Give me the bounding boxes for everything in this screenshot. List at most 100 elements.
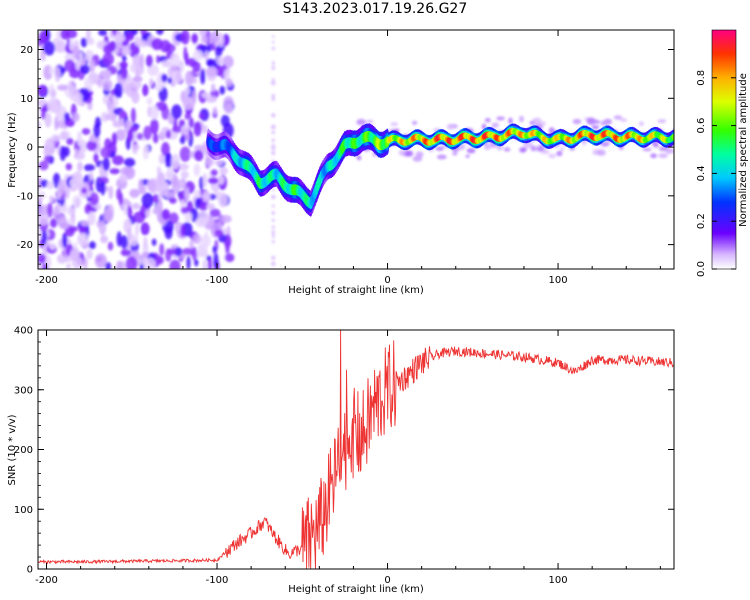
signal-band-cell <box>671 133 674 141</box>
spectrogram-xlabel: Height of straight line (km) <box>288 285 424 296</box>
spectrogram-streak-dot <box>271 240 275 244</box>
signal-haze-blob <box>532 117 542 125</box>
spectrogram-streak-dot <box>271 211 276 215</box>
spectrogram-noise-blob <box>105 262 112 269</box>
spectrogram-noise-blob <box>213 252 219 269</box>
signal-haze-blob <box>638 121 644 127</box>
spectrogram-noise-blob <box>143 125 152 140</box>
spectrogram-noise-blob <box>212 245 217 254</box>
spectrogram-noise-blob <box>179 146 191 162</box>
spectrogram-noise-blob <box>170 52 180 69</box>
spectrogram-noise-blob <box>50 134 62 142</box>
spectrogram-noise-blob <box>167 248 177 255</box>
signal-haze-blob <box>412 155 423 162</box>
spectrogram-noise-blob <box>116 260 123 269</box>
spectrogram-noise-blob <box>171 153 180 170</box>
colorbar-tick-label: 0.8 <box>696 70 707 86</box>
spectrogram-noise-blob <box>38 160 49 171</box>
signal-haze-blob <box>465 154 470 158</box>
spectrogram-ytick-label: 10 <box>20 94 33 105</box>
spectrogram-streak-dot <box>271 150 276 156</box>
spectrogram-noise-blob <box>121 48 132 56</box>
signal-haze-blob <box>435 146 444 151</box>
spectrogram-noise-blob <box>184 86 191 96</box>
signal-haze-blob <box>620 118 628 122</box>
spectrogram-noise-blob <box>164 226 173 240</box>
spectrogram-noise-blob <box>95 203 102 211</box>
spectrogram-noise-blob <box>57 84 68 91</box>
spectrogram-noise-blob <box>158 153 166 165</box>
spectrogram-noise-blob <box>120 66 128 80</box>
signal-haze-blob <box>366 119 374 123</box>
spectrogram-noise-blob <box>182 247 194 255</box>
spectrogram-noise-blob <box>142 144 150 161</box>
spectrogram-noise-blob <box>126 32 135 41</box>
spectrogram-streak-dot <box>272 143 275 147</box>
spectrogram-noise-blob <box>80 64 91 75</box>
spectrogram-noise-blob <box>218 192 228 208</box>
spectrogram-noise-blob <box>130 107 136 124</box>
spectrogram-noise-blob <box>159 39 171 53</box>
spectrogram-noise-blob <box>38 253 46 264</box>
spectrogram-noise-blob <box>211 83 216 93</box>
spectrogram-noise-blob <box>100 235 109 244</box>
signal-haze-blob <box>452 152 458 156</box>
spectrogram-noise-blob <box>156 55 160 64</box>
spectrogram-noise-blob <box>134 36 142 46</box>
signal-haze-blob <box>518 115 525 123</box>
spectrogram-noise-blob <box>150 118 159 135</box>
spectrogram-noise-blob <box>64 59 75 72</box>
spectrogram-noise-blob <box>180 206 189 214</box>
spectrogram-noise-blob <box>124 157 136 168</box>
spectrogram-noise-blob <box>215 45 223 58</box>
spectrogram-noise-blob <box>198 250 209 258</box>
spectrogram-noise-blob <box>109 168 120 175</box>
spectrogram-noise-blob <box>59 222 70 230</box>
spectrogram-noise-blob <box>114 33 126 43</box>
spectrogram-noise-blob <box>120 235 129 249</box>
spectrogram-noise-blob <box>184 211 193 223</box>
spectrogram-noise-blob <box>125 256 138 269</box>
spectrogram-noise-blob <box>156 30 164 35</box>
signal-haze-blob <box>496 116 505 121</box>
spectrogram-noise-blob <box>154 84 163 91</box>
colorbar-tick-label: 0.2 <box>696 213 707 229</box>
spectrogram-noise-blob <box>81 128 91 135</box>
spectrogram-noise-blob <box>119 111 128 119</box>
spectrogram-noise-blob <box>190 208 199 223</box>
spectrogram-noise-blob <box>43 41 56 56</box>
spectrogram-noise-blob <box>192 61 201 73</box>
spectrogram-noise-blob <box>112 155 124 166</box>
spectrogram-noise-blob <box>108 185 114 200</box>
signal-haze-blob <box>446 123 455 130</box>
spectrogram-noise-blob <box>219 85 226 95</box>
spectrogram-noise-blob <box>119 61 128 69</box>
spectrogram-noise-blob <box>180 223 186 237</box>
spectrogram-streak-dot <box>271 261 276 266</box>
spectrogram-noise-blob <box>184 187 190 202</box>
spectrogram-noise-blob <box>61 232 68 248</box>
colorbar-tick-label: 0.6 <box>696 118 707 134</box>
signal-haze-blob <box>556 151 563 157</box>
spectrogram-noise-blob <box>50 89 57 99</box>
spectrogram-streak-dot <box>272 40 275 44</box>
spectrogram-noise-blob <box>198 112 205 120</box>
colorbar-tick-label: 0.0 <box>696 261 707 277</box>
spectrogram-noise-blob <box>98 220 107 236</box>
signal-haze-blob <box>586 117 597 125</box>
spectrogram-noise-blob <box>216 56 224 66</box>
signal-haze-blob <box>650 153 657 159</box>
spectrogram-streak-dot <box>271 230 275 234</box>
spectrogram-streak-dot <box>271 130 276 135</box>
spectrogram-noise-blob <box>136 132 144 141</box>
colorbar-gradient <box>711 29 737 270</box>
signal-haze-blob <box>548 153 557 159</box>
spectrogram-noise-blob <box>145 209 151 218</box>
spectrogram-noise-blob <box>180 170 189 179</box>
spectrogram-noise-blob <box>200 234 211 248</box>
snr-xtick-label: 100 <box>549 575 568 586</box>
spectrogram-noise-blob <box>182 97 195 110</box>
spectrogram-noise-blob <box>128 42 140 58</box>
spectrogram-noise-blob <box>77 161 83 172</box>
